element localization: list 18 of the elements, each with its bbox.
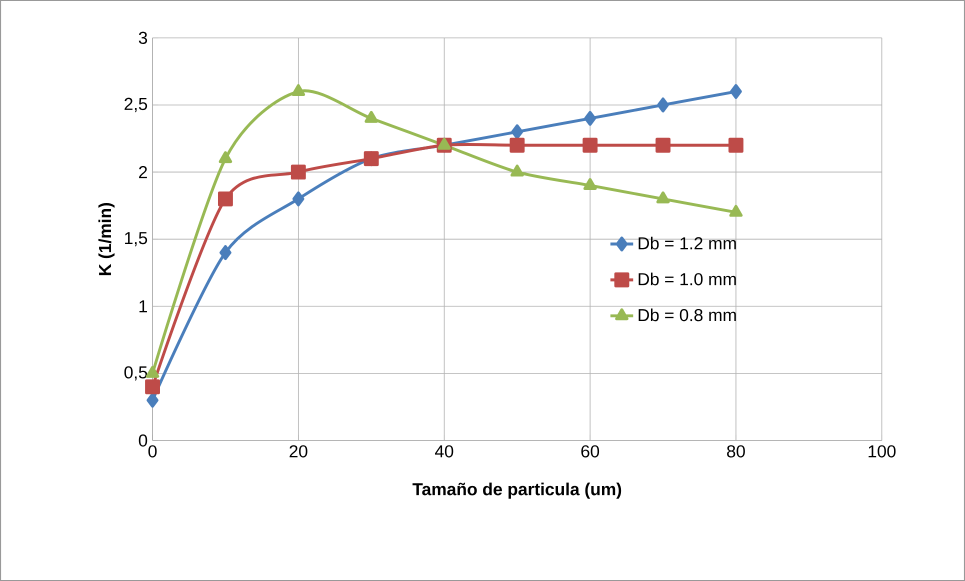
x-tick-label: 60 (581, 445, 600, 458)
x-tick-label: 20 (290, 445, 308, 458)
y-tick-label: 3 (138, 32, 148, 44)
y-tick-label: 2,5 (124, 98, 148, 112)
y-tick-label: 2 (139, 166, 147, 178)
y-tick-label: 0 (138, 434, 148, 447)
legend-label: Db = 1.0 mm (638, 272, 736, 286)
legend-label: Db = 0.8 mm (638, 308, 736, 322)
y-axis-title: K (1/min) (98, 202, 115, 276)
y-tick-label: 1 (139, 300, 147, 312)
x-tick-label: 40 (434, 445, 454, 458)
x-tick-label: 0 (148, 445, 157, 458)
legend-label: Db = 1.2 mm (638, 236, 736, 250)
y-tick-label: 0,5 (124, 366, 148, 381)
x-axis-title: Tamaño de particula (um) (412, 482, 622, 499)
y-tick-label: 1,5 (125, 232, 148, 246)
x-tick-label: 100 (868, 445, 896, 458)
x-tick-label: 80 (727, 445, 745, 458)
